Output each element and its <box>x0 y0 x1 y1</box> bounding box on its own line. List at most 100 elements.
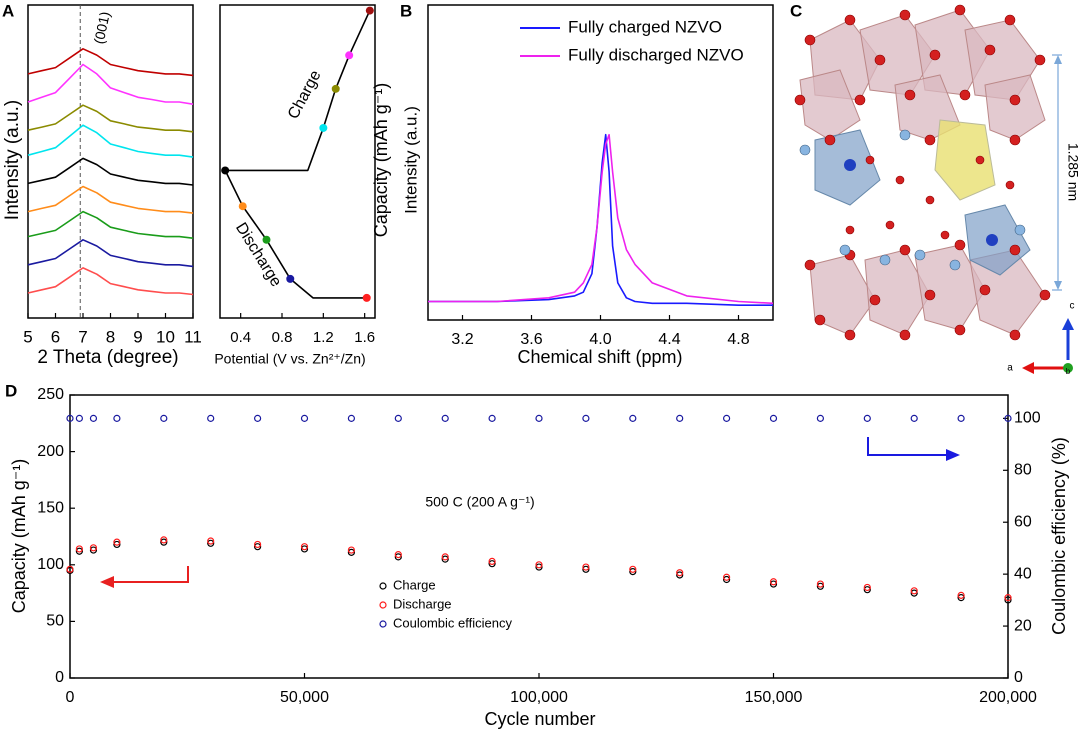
data-point <box>629 414 637 422</box>
x-tick-label: 0.4 <box>230 329 251 346</box>
data-point <box>441 414 449 422</box>
x-tick-label: 7 <box>78 327 87 346</box>
x-tick-label: 8 <box>106 327 115 346</box>
panel: D 0 50,000 100,000 150,000 200,000 0 50 100 150 20… <box>5 381 1069 728</box>
y-tick-label: 50 <box>46 613 64 630</box>
data-point <box>769 414 778 422</box>
y-tick-label: 100 <box>37 556 64 573</box>
data-point <box>816 582 825 590</box>
x-tick-label: 3.2 <box>451 331 473 348</box>
y-tick-label: 0 <box>55 669 64 686</box>
axis-arrows <box>100 437 960 588</box>
x-tick-label: 4.8 <box>727 331 749 348</box>
data-point <box>488 557 496 566</box>
data-line <box>27 210 194 239</box>
data-marker <box>331 84 340 93</box>
data-marker <box>365 6 374 15</box>
data-marker <box>345 51 354 60</box>
legend-swatch <box>379 620 387 628</box>
data-point <box>582 565 590 573</box>
y2-tick-label: 80 <box>1014 462 1032 479</box>
data-point <box>676 569 684 577</box>
crystal-structure <box>794 4 1074 374</box>
data-point <box>113 538 121 546</box>
data-point <box>300 414 309 422</box>
data-point <box>441 555 449 563</box>
x-tick-label: 1.6 <box>354 329 375 346</box>
legend-label: Discharge <box>393 596 452 611</box>
data-marker <box>238 202 247 211</box>
data-point <box>1004 596 1012 604</box>
data-point <box>160 536 168 544</box>
data-point <box>394 553 402 561</box>
x-tick-label: 10 <box>156 327 175 346</box>
legend-swatch <box>379 601 387 609</box>
data-point <box>863 583 871 592</box>
y2-axis-label: Coulombic efficiency (%) <box>1049 437 1069 635</box>
data-line <box>428 133 774 305</box>
x-tick-label: 150,000 <box>745 689 803 706</box>
x-axis-label: 2 Theta (degree) <box>37 347 178 368</box>
data-marker <box>286 274 295 283</box>
x-tick-label: 11 <box>184 327 202 346</box>
data-marker <box>221 166 230 175</box>
data-point <box>769 578 778 586</box>
data-point <box>89 546 98 554</box>
data-point <box>89 544 98 552</box>
x-tick-label: 5 <box>23 327 32 346</box>
data-point <box>722 575 731 584</box>
x-axis-label: Cycle number <box>484 709 595 729</box>
data-point <box>816 414 825 422</box>
data-line <box>428 133 773 306</box>
data-point <box>629 567 637 576</box>
annotation: (001) <box>91 10 113 45</box>
data-point <box>1004 594 1012 602</box>
y-axis-label: Intensity (a.u.) <box>2 100 23 220</box>
data-point <box>957 591 965 599</box>
legend-swatch <box>379 582 387 590</box>
y-axis-label: Intensity (a.u.) <box>401 106 420 214</box>
data-line <box>27 104 194 133</box>
data-line <box>27 124 194 158</box>
data-line <box>27 267 194 296</box>
panel: 0.4 0.8 1.2 1.6 Potential (V vs. Zn²⁺/Zn) Cap… <box>214 4 391 367</box>
panel: A 5 6 7 8 9 10 11 2 Theta (degree) Intensity (a.u… <box>2 1 202 368</box>
data-point <box>394 414 402 422</box>
data-point <box>89 414 98 422</box>
axis-label: a <box>1007 363 1013 374</box>
axis-label: c <box>1070 301 1075 312</box>
data-point <box>66 414 74 422</box>
data-point <box>113 540 121 549</box>
data-point <box>910 589 918 597</box>
panel-label: A <box>2 1 14 20</box>
legend-label: Fully discharged NZVO <box>568 45 744 64</box>
y-tick-label: 250 <box>37 386 64 403</box>
data-point <box>1004 414 1012 422</box>
data-point <box>347 414 355 422</box>
x-tick-label: 4.4 <box>658 331 680 348</box>
data-point <box>676 571 684 579</box>
panel-label: B <box>400 1 412 20</box>
legend-label: Coulombic efficiency <box>393 615 512 630</box>
data-marker <box>319 123 328 132</box>
x-tick-label: 200,000 <box>979 689 1037 706</box>
annotation: Charge <box>285 68 325 122</box>
panel: B 3.2 3.6 4.0 4.4 4.8 Chemical shift (ppm) Inte… <box>400 1 774 367</box>
data-point <box>300 545 309 553</box>
data-point <box>957 414 965 422</box>
x-tick-label: 0 <box>66 689 75 706</box>
data-point <box>207 537 215 545</box>
data-point <box>863 586 871 594</box>
y-axis-label: Capacity (mAh g⁻¹) <box>371 83 391 238</box>
data-point <box>535 563 543 571</box>
legend-label: Fully charged NZVO <box>568 17 722 36</box>
data-point <box>582 414 590 422</box>
data-point <box>535 561 543 569</box>
y-axis-label: Capacity (mAh g⁻¹) <box>9 459 29 614</box>
data-point <box>488 414 496 422</box>
x-tick-label: 6 <box>51 327 60 346</box>
data-point <box>347 548 355 556</box>
data-point <box>207 414 215 422</box>
dimension-label: 1.285 nm <box>1065 143 1080 201</box>
